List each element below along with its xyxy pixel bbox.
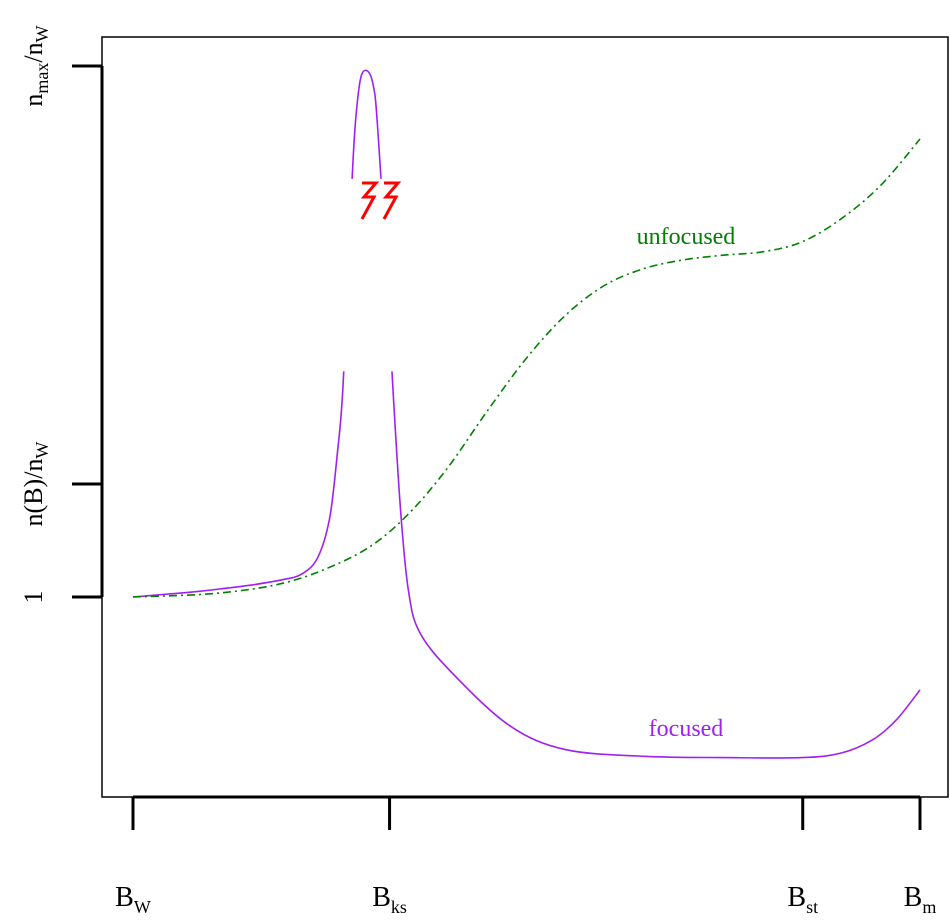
series-label-focused: focused [649, 716, 724, 742]
x-tick-label-2: Bst [787, 882, 818, 917]
x-tick-label-3: Bm [904, 882, 937, 917]
y-tick-label-0: 1 [19, 591, 48, 604]
y-ticks: 1 n(B)/nW nmax/nW [19, 25, 102, 604]
y-tick-label-2: nmax/nW [19, 25, 52, 106]
plot-frame [101, 36, 949, 798]
series-line-focused [132, 69, 921, 759]
series-label-unfocused: unfocused [637, 224, 736, 250]
lightning-icon [360, 181, 402, 220]
x-tick-label-0: BW [115, 882, 151, 917]
x-ticks: BW Bks Bst Bm [115, 797, 936, 917]
series-line-focused [132, 69, 921, 759]
series-line-unfocused [132, 138, 921, 598]
x-tick-label-1: Bks [372, 882, 407, 917]
series-group [132, 69, 921, 759]
y-tick-label-1: n(B)/nW [19, 442, 52, 527]
